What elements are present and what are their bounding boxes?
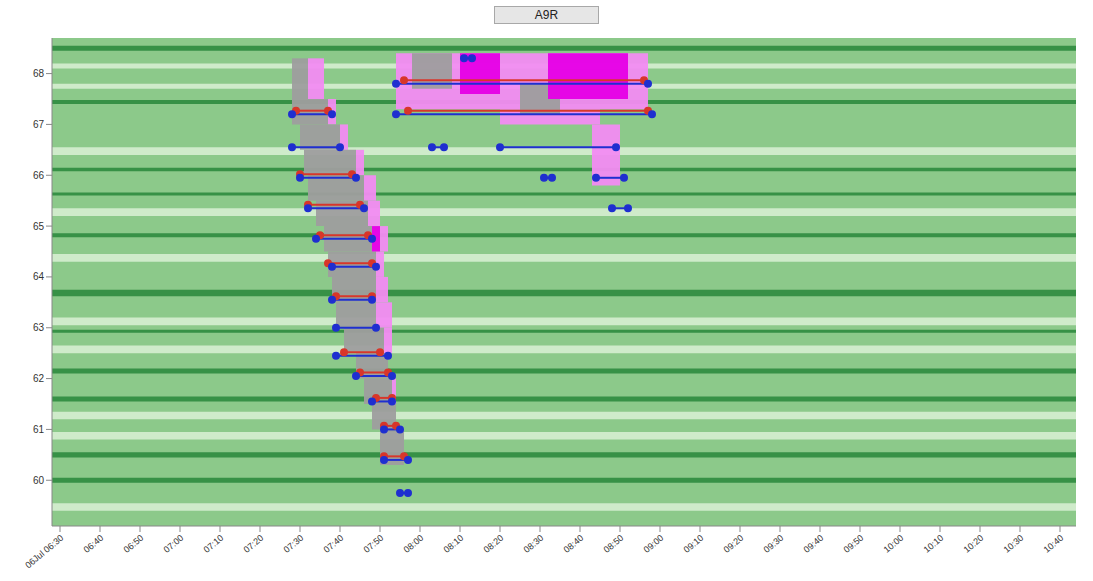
svg-text:65: 65 bbox=[33, 221, 45, 232]
svg-text:07:40: 07:40 bbox=[322, 533, 346, 555]
svg-text:64: 64 bbox=[33, 271, 45, 282]
svg-text:67: 67 bbox=[33, 119, 45, 130]
svg-text:68: 68 bbox=[33, 68, 45, 79]
svg-text:09:00: 09:00 bbox=[642, 533, 666, 555]
svg-text:10:00: 10:00 bbox=[882, 533, 906, 555]
svg-text:08:30: 08:30 bbox=[522, 533, 546, 555]
svg-text:62: 62 bbox=[33, 373, 45, 384]
svg-text:07:10: 07:10 bbox=[202, 533, 226, 555]
svg-text:07:00: 07:00 bbox=[162, 533, 186, 555]
svg-text:07:20: 07:20 bbox=[242, 533, 266, 555]
svg-text:10:10: 10:10 bbox=[922, 533, 946, 555]
svg-text:61: 61 bbox=[33, 424, 45, 435]
svg-text:10:40: 10:40 bbox=[1042, 533, 1066, 555]
svg-text:08:00: 08:00 bbox=[402, 533, 426, 555]
svg-text:60: 60 bbox=[33, 475, 45, 486]
svg-text:08:10: 08:10 bbox=[442, 533, 466, 555]
svg-text:07:30: 07:30 bbox=[282, 533, 306, 555]
svg-text:06:40: 06:40 bbox=[82, 533, 106, 555]
svg-text:08:40: 08:40 bbox=[562, 533, 586, 555]
svg-text:09:20: 09:20 bbox=[722, 533, 746, 555]
svg-text:63: 63 bbox=[33, 322, 45, 333]
svg-text:09:50: 09:50 bbox=[842, 533, 866, 555]
svg-text:06Jul 06:30: 06Jul 06:30 bbox=[23, 533, 65, 571]
svg-text:07:50: 07:50 bbox=[362, 533, 386, 555]
html-text:A9R: A9R bbox=[534, 8, 559, 22]
svg-text:09:40: 09:40 bbox=[802, 533, 826, 555]
svg-text:10:20: 10:20 bbox=[962, 533, 986, 555]
svg-text:08:50: 08:50 bbox=[602, 533, 626, 555]
svg-text:09:30: 09:30 bbox=[762, 533, 786, 555]
svg-text:09:10: 09:10 bbox=[682, 533, 706, 555]
svg-text:10:30: 10:30 bbox=[1002, 533, 1026, 555]
svg-text:06:50: 06:50 bbox=[122, 533, 146, 555]
svg-text:08:20: 08:20 bbox=[482, 533, 506, 555]
svg-text:66: 66 bbox=[33, 170, 45, 181]
